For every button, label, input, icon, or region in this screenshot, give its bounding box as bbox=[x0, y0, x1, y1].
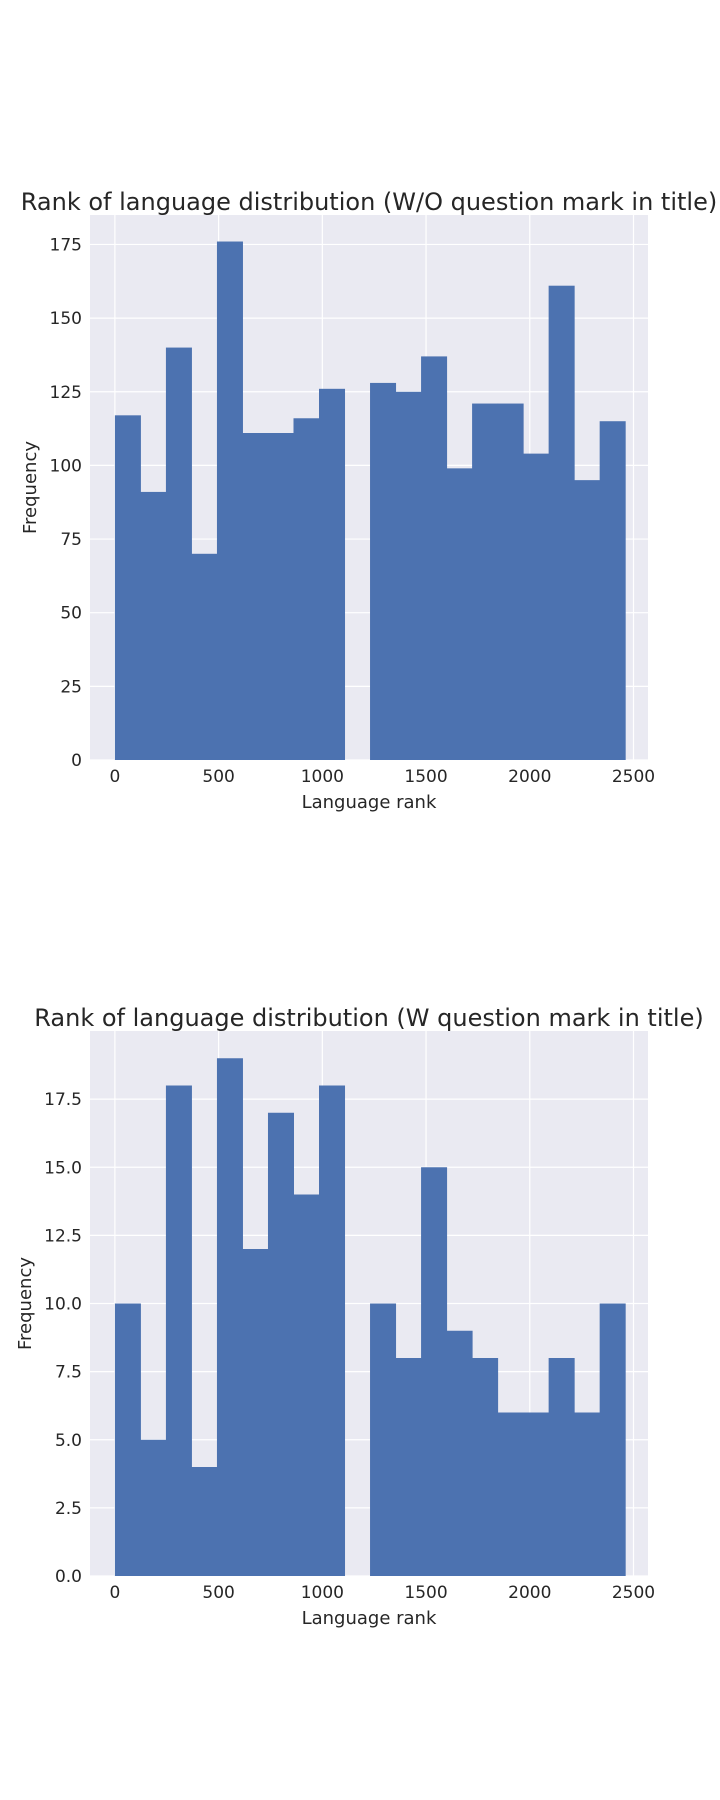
y-tick-label: 75 bbox=[60, 530, 82, 550]
histogram-bar bbox=[523, 1412, 550, 1576]
y-axis-label: Frequency bbox=[15, 1257, 36, 1350]
histogram-bar bbox=[319, 388, 346, 760]
y-tick-label: 0 bbox=[71, 751, 82, 771]
histogram-bar bbox=[165, 1085, 192, 1576]
histogram-bar bbox=[548, 1358, 575, 1576]
y-tick-label: 7.5 bbox=[55, 1363, 82, 1383]
histogram-bar bbox=[267, 1112, 294, 1576]
histogram-bar bbox=[446, 1330, 473, 1576]
y-tick-label: 15.0 bbox=[44, 1158, 82, 1178]
histogram-bar bbox=[548, 285, 575, 760]
histogram-bar bbox=[293, 1194, 320, 1576]
histogram-bar bbox=[370, 1303, 397, 1576]
histogram-bar bbox=[267, 433, 294, 760]
histogram-bar bbox=[599, 421, 626, 760]
histogram-bar bbox=[114, 415, 141, 760]
histogram-bar bbox=[191, 1467, 218, 1576]
x-tick-label: 0 bbox=[109, 767, 120, 787]
histogram-bar bbox=[293, 418, 320, 760]
histogram-bar bbox=[574, 1412, 601, 1576]
x-axis-label: Language rank bbox=[302, 1608, 437, 1629]
x-tick-label: 1500 bbox=[404, 1583, 447, 1603]
histogram-bar bbox=[242, 1249, 269, 1576]
histogram-bar bbox=[370, 382, 397, 760]
histogram-bar bbox=[472, 403, 499, 760]
chart-title: Rank of language distribution (W questio… bbox=[34, 1004, 703, 1032]
y-tick-label: 25 bbox=[60, 677, 82, 697]
histogram-bar bbox=[599, 1303, 626, 1576]
histogram-bar bbox=[395, 391, 422, 760]
histogram-bar bbox=[523, 453, 550, 760]
chart-1: 0 500 1000 1500 2000 2500 0 25 50 75 100 125 150 175 R… bbox=[20, 188, 717, 813]
y-tick-label: 175 bbox=[50, 235, 82, 255]
histogram-bar bbox=[140, 491, 167, 760]
histogram-bar bbox=[421, 1167, 448, 1576]
histogram-bar bbox=[216, 241, 243, 760]
histogram-bar bbox=[472, 1358, 499, 1576]
x-axis-label: Language rank bbox=[302, 792, 437, 813]
y-axis-label: Frequency bbox=[20, 441, 41, 534]
histogram-bar bbox=[140, 1439, 167, 1576]
x-tick-label: 1000 bbox=[301, 1583, 344, 1603]
histogram-bar bbox=[497, 403, 524, 760]
histogram-bar bbox=[165, 347, 192, 760]
chart-2: 0 500 1000 1500 2000 2500 0.0 2.5 5.0 7.5 10.0 12.5… bbox=[15, 1004, 704, 1629]
histogram-bar bbox=[446, 468, 473, 760]
y-tick-label: 2.5 bbox=[55, 1499, 82, 1519]
x-tick-label: 1000 bbox=[301, 767, 344, 787]
x-tick-label: 2500 bbox=[612, 767, 655, 787]
x-tick-label: 2000 bbox=[508, 1583, 551, 1603]
chart-title: Rank of language distribution (W/O quest… bbox=[21, 188, 717, 216]
y-tick-label: 12.5 bbox=[44, 1226, 82, 1246]
x-tick-label: 1500 bbox=[404, 767, 447, 787]
histogram-bar bbox=[216, 1058, 243, 1576]
x-tick-label: 500 bbox=[202, 767, 234, 787]
x-tick-label: 0 bbox=[109, 1583, 120, 1603]
histogram-bar bbox=[114, 1303, 141, 1576]
histogram-bar bbox=[421, 356, 448, 760]
histogram-bar bbox=[395, 1358, 422, 1576]
x-tick-label: 2000 bbox=[508, 767, 551, 787]
y-tick-label: 10.0 bbox=[44, 1295, 82, 1315]
y-tick-label: 150 bbox=[50, 309, 82, 329]
y-tick-label: 125 bbox=[50, 383, 82, 403]
histogram-bar bbox=[497, 1412, 524, 1576]
y-tick-label: 0.0 bbox=[55, 1567, 82, 1587]
histogram-bar bbox=[319, 1085, 346, 1576]
y-tick-label: 50 bbox=[60, 604, 82, 624]
x-tick-label: 500 bbox=[202, 1583, 234, 1603]
y-tick-label: 17.5 bbox=[44, 1090, 82, 1110]
histogram-bar bbox=[191, 553, 218, 760]
y-tick-label: 100 bbox=[50, 456, 82, 476]
y-tick-label: 5.0 bbox=[55, 1431, 82, 1451]
histogram-bar bbox=[574, 480, 601, 760]
histogram-bar bbox=[242, 433, 269, 760]
x-tick-label: 2500 bbox=[612, 1583, 655, 1603]
